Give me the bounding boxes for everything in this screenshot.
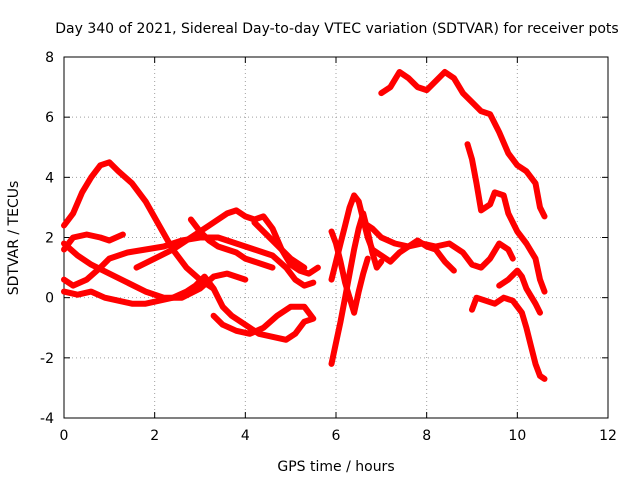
y-tick-label: 8 [45, 50, 54, 66]
data-series [61, 69, 548, 382]
x-tick-label: 10 [508, 428, 526, 444]
x-tick-label: 8 [422, 428, 431, 444]
series-arc-08 [251, 219, 308, 271]
y-tick-label: 6 [45, 110, 54, 126]
y-tick-label: 0 [45, 291, 54, 307]
series-arc-14 [464, 141, 548, 295]
series-arc-07 [187, 216, 276, 271]
series-arc-06 [133, 207, 321, 277]
x-tick-label: 4 [241, 428, 250, 444]
series-arc-16 [496, 267, 543, 316]
x-axis-label: GPS time / hours [277, 459, 394, 475]
y-tick-label: -2 [40, 351, 54, 367]
series-arc-09 [328, 210, 385, 367]
y-tick-label: 4 [45, 170, 54, 186]
series-arc-03 [61, 240, 249, 301]
series-arc-11 [328, 228, 371, 316]
y-tick-label: -4 [40, 411, 54, 427]
y-tick-label: 2 [45, 231, 54, 247]
x-tick-label: 2 [150, 428, 159, 444]
series-arc-15 [469, 294, 548, 382]
series-arc-05 [61, 273, 317, 343]
y-axis-label: SDTVAR / TECUs [6, 181, 22, 296]
x-tick-label: 12 [599, 428, 617, 444]
series-arc-02 [61, 231, 126, 253]
plot-frame [63, 56, 609, 419]
x-tick-label: 6 [332, 428, 341, 444]
series-arc-12 [360, 219, 516, 271]
x-tick-label: 0 [60, 428, 69, 444]
series-arc-01 [61, 159, 217, 292]
series-arc-13 [378, 69, 548, 220]
chart-title: Day 340 of 2021, Sidereal Day-to-day VTE… [55, 21, 618, 37]
